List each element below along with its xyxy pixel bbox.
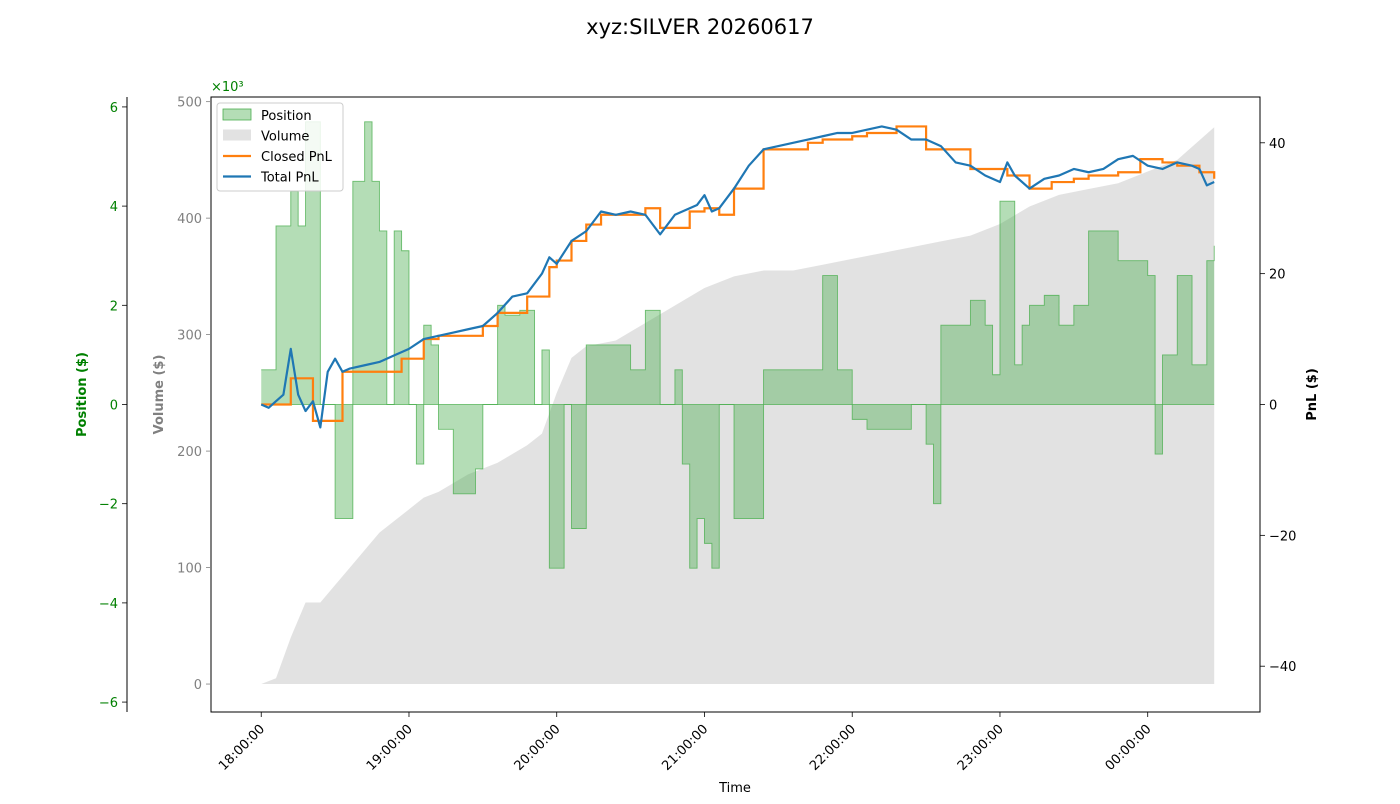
position-tick-label: 4 (110, 200, 118, 215)
position-tick-label: −2 (99, 498, 118, 513)
position-tick-label: 6 (110, 101, 118, 116)
pnl-tick-label: 40 (1269, 137, 1286, 152)
position-tick-label: −6 (99, 696, 118, 711)
position-tick-label: 2 (110, 299, 118, 314)
total-pnl-line (260, 125, 1215, 429)
volume-tick-label: 400 (177, 212, 202, 227)
position-layer (261, 121, 1215, 569)
volume-tick-label: 500 (177, 96, 202, 111)
volume-tick-label: 0 (194, 678, 202, 693)
volume-tick-label: 100 (177, 562, 202, 577)
x-axis-label: Time (718, 781, 751, 796)
pnl-layer (260, 125, 1216, 429)
legend-label: Volume (261, 130, 309, 145)
closed-pnl-line (261, 125, 1216, 422)
position-tick-label: 0 (110, 399, 118, 414)
position-area (261, 121, 1215, 569)
legend-label: Closed PnL (261, 150, 333, 165)
legend-swatch (223, 129, 251, 141)
position-offset-label: ×10³ (211, 80, 244, 95)
pnl-tick-label: 20 (1269, 268, 1286, 283)
volume-tick-label: 200 (177, 445, 202, 460)
pnl-tick-label: −20 (1269, 529, 1296, 544)
pnl-tick-label: 0 (1269, 399, 1277, 414)
volume-tick-label: 300 (177, 329, 202, 344)
volume-area (261, 127, 1215, 685)
legend-swatch (222, 108, 252, 121)
position-tick-label: −4 (99, 597, 118, 612)
legend-label: Total PnL (260, 171, 319, 186)
pnl-axis-label: PnL ($) (1305, 368, 1320, 421)
pnl-tick-label: −40 (1269, 660, 1296, 675)
volume-axis-label: Volume ($) (152, 355, 167, 435)
volume-layer (261, 127, 1215, 685)
legend: Position Volume Closed PnL Total PnL (216, 102, 344, 192)
position-axis-label: Position ($) (75, 352, 90, 437)
chart-title: xyz:SILVER 20260617 (586, 15, 814, 39)
legend-box (216, 102, 344, 192)
legend-label: Position (261, 109, 312, 124)
